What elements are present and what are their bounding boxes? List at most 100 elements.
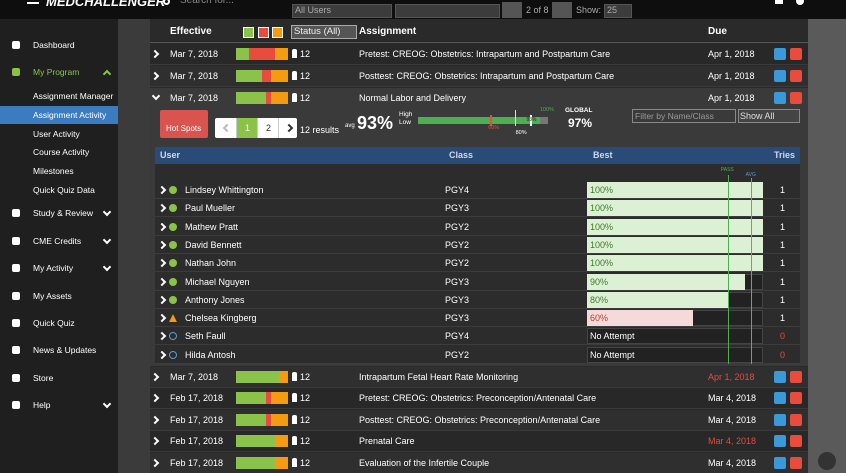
status-segment bbox=[236, 371, 280, 383]
status-icon bbox=[169, 314, 177, 323]
page-prev[interactable] bbox=[215, 118, 237, 138]
delete-button[interactable] bbox=[790, 414, 802, 426]
row-name[interactable]: Pretest: CREOG: Obstetrics: Preconceptio… bbox=[359, 393, 597, 403]
users-select[interactable] bbox=[292, 4, 392, 18]
nav-item[interactable]: Help bbox=[33, 400, 51, 410]
row-bg bbox=[150, 453, 808, 473]
row-name[interactable]: Pretest: CREOG: Obstetrics: Intrapartum … bbox=[359, 49, 611, 59]
user-name[interactable]: Lindsey Whittington bbox=[185, 185, 264, 195]
page-number[interactable]: 1 bbox=[245, 123, 251, 133]
nav-subitem[interactable]: Quick Quiz Data bbox=[33, 185, 95, 195]
nav-item[interactable]: My Program bbox=[33, 67, 80, 77]
edit-button[interactable] bbox=[774, 371, 786, 383]
nav-item[interactable]: Quick Quiz bbox=[33, 318, 75, 328]
row-name[interactable]: Normal Labor and Delivery bbox=[359, 93, 467, 103]
nav-subitem[interactable]: Assignment Manager bbox=[33, 91, 114, 101]
user-name[interactable]: Michael Nguyen bbox=[185, 276, 250, 287]
page-button[interactable] bbox=[237, 118, 258, 138]
delete-button[interactable] bbox=[790, 457, 802, 469]
user-icon bbox=[796, 0, 804, 5]
user-name[interactable]: Mathew Pratt bbox=[185, 221, 239, 232]
scroll-top-button[interactable] bbox=[818, 452, 836, 470]
nav-subitem[interactable]: User Activity bbox=[33, 128, 80, 139]
delete-button[interactable] bbox=[790, 70, 802, 82]
user-name[interactable]: Nathan John bbox=[185, 258, 237, 269]
show-value[interactable]: 25 bbox=[607, 5, 618, 15]
row-name[interactable]: Prenatal Care bbox=[359, 436, 415, 446]
page-indicator: 2 of 8 bbox=[526, 5, 549, 15]
user-name[interactable]: Seth Faull bbox=[185, 331, 226, 342]
edit-button[interactable] bbox=[774, 92, 786, 104]
best-label: 80% bbox=[590, 294, 609, 305]
row-name[interactable]: Posttest: CREOG: Obstetrics: Preconcepti… bbox=[359, 415, 601, 425]
global-label: GLOBAL bbox=[565, 107, 593, 114]
show-all[interactable]: Show All bbox=[740, 111, 775, 121]
nav-item[interactable]: Study & Review bbox=[33, 208, 93, 218]
nav-subitem[interactable]: Course Activity bbox=[33, 147, 90, 158]
row-name[interactable]: Posttest: CREOG: Obstetrics: Intrapartum… bbox=[359, 71, 615, 81]
users-filter[interactable]: All Users bbox=[295, 5, 332, 15]
edit-button[interactable] bbox=[774, 48, 786, 60]
status-segment bbox=[270, 92, 288, 104]
nav-item[interactable]: Dashboard bbox=[33, 40, 75, 50]
status-icon bbox=[169, 259, 177, 268]
status-filter[interactable] bbox=[258, 27, 269, 38]
status-select[interactable] bbox=[291, 25, 357, 39]
user-name[interactable]: Anthony Jones bbox=[185, 294, 245, 305]
hot-spots-button[interactable] bbox=[160, 110, 208, 138]
filter-select[interactable] bbox=[395, 4, 500, 18]
filter-input[interactable] bbox=[632, 109, 736, 123]
status-filter[interactable] bbox=[243, 27, 254, 38]
user-row bbox=[155, 236, 800, 254]
best-label: No Attempt bbox=[590, 331, 635, 342]
filter-placeholder[interactable]: Filter by Name/Class bbox=[635, 111, 714, 121]
next-button[interactable] bbox=[552, 2, 572, 18]
show-select[interactable] bbox=[604, 4, 632, 18]
page-number[interactable]: 2 bbox=[266, 123, 272, 133]
nav-subitem[interactable]: Milestones bbox=[33, 166, 74, 177]
status-segment bbox=[266, 414, 271, 426]
row-count: 12 bbox=[300, 436, 311, 446]
nav-item[interactable]: Store bbox=[33, 373, 54, 383]
delete-button[interactable] bbox=[790, 48, 802, 60]
edit-button[interactable] bbox=[774, 392, 786, 404]
user-class: PGY3 bbox=[445, 294, 470, 305]
user-class: PGY2 bbox=[445, 349, 470, 360]
prev-button[interactable] bbox=[502, 2, 522, 18]
row-date: Feb 17, 2018 bbox=[170, 458, 224, 468]
page-button[interactable] bbox=[258, 118, 279, 138]
nav-icon bbox=[12, 68, 20, 76]
row-count: 12 bbox=[300, 93, 311, 103]
edit-button[interactable] bbox=[774, 414, 786, 426]
header-assignment: Assignment bbox=[359, 26, 417, 37]
delete-button[interactable] bbox=[790, 371, 802, 383]
edit-button[interactable] bbox=[774, 457, 786, 469]
user-table-header bbox=[155, 147, 800, 164]
delete-button[interactable] bbox=[790, 435, 802, 447]
user-name[interactable]: Paul Mueller bbox=[185, 203, 236, 214]
nav-subitem[interactable]: Assignment Activity bbox=[33, 109, 107, 120]
nav-item[interactable]: CME Credits bbox=[33, 236, 82, 246]
edit-button[interactable] bbox=[774, 70, 786, 82]
delete-button[interactable] bbox=[790, 392, 802, 404]
header-status[interactable]: Status (All) bbox=[294, 26, 341, 37]
col-best: Best bbox=[593, 150, 613, 160]
delete-button[interactable] bbox=[790, 92, 802, 104]
nav-item[interactable]: My Activity bbox=[33, 263, 74, 273]
row-name[interactable]: Evaluation of the Infertile Couple bbox=[359, 458, 490, 468]
nav-item[interactable]: News & Updates bbox=[33, 345, 97, 355]
row-count: 12 bbox=[300, 372, 311, 382]
search-input[interactable]: Search for... bbox=[180, 0, 234, 6]
show-all-select[interactable] bbox=[738, 109, 800, 123]
row-name[interactable]: Intrapartum Fetal Heart Rate Monitoring bbox=[359, 372, 519, 382]
user-name[interactable]: Chelsea Kingberg bbox=[185, 313, 257, 324]
hot-spots[interactable]: Hot Spots bbox=[166, 124, 202, 133]
nav-icon bbox=[12, 319, 20, 327]
user-name[interactable]: David Bennett bbox=[185, 239, 242, 250]
edit-button[interactable] bbox=[774, 435, 786, 447]
user-name[interactable]: Hilda Antosh bbox=[185, 349, 236, 360]
show-label: Show: bbox=[576, 5, 602, 15]
high-label: High bbox=[399, 111, 413, 118]
status-filter[interactable] bbox=[272, 27, 283, 38]
nav-item[interactable]: My Assets bbox=[33, 291, 72, 301]
